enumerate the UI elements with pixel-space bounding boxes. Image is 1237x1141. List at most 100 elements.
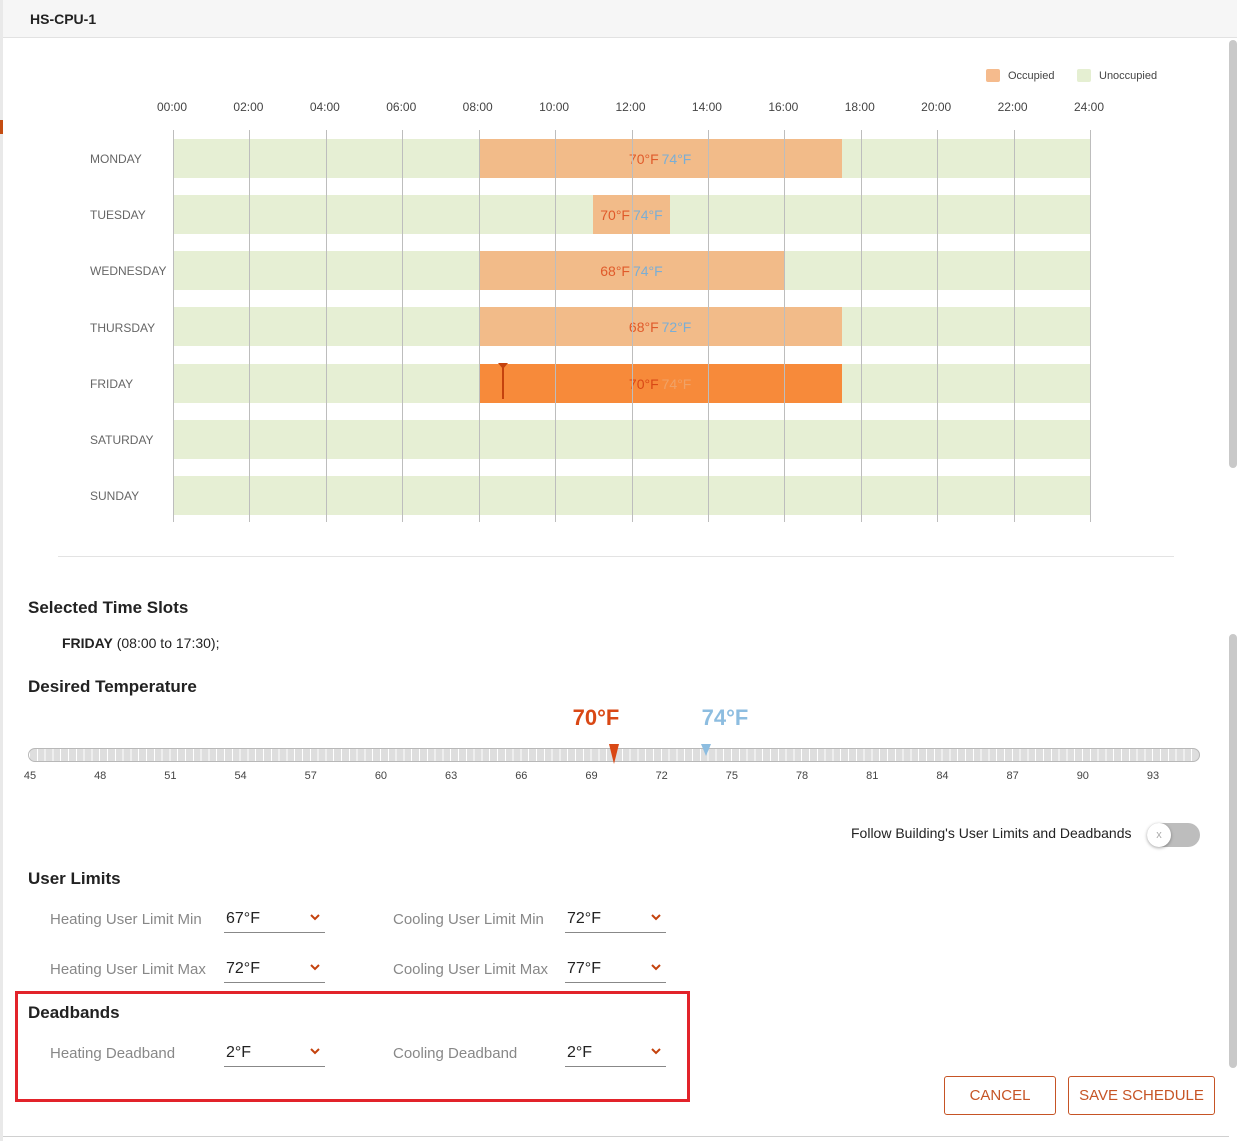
hour-gridline xyxy=(326,130,327,522)
temperature-tick-label: 48 xyxy=(94,770,107,782)
time-slot[interactable]: 68°F 72°F xyxy=(478,307,842,346)
chevron-down-icon xyxy=(310,1048,320,1055)
hour-gridline xyxy=(708,130,709,522)
temperature-tick-label: 54 xyxy=(234,770,247,782)
day-label: FRIDAY xyxy=(90,377,134,391)
hour-label: 20:00 xyxy=(921,100,952,114)
heating-deadband-select[interactable]: 2°F xyxy=(224,1041,325,1067)
legend-unoccupied-label: Unoccupied xyxy=(1099,69,1158,82)
cooling-deadband-label: Cooling Deadband xyxy=(393,1045,518,1062)
cooling-min-select[interactable]: 72°F xyxy=(565,907,666,933)
temperature-tick-label: 57 xyxy=(304,770,317,782)
selected-time-slot[interactable]: 70°F 74°F xyxy=(478,363,842,403)
slot-heat-setpoint: 68°F xyxy=(628,318,659,335)
selected-slot-range: (08:00 to 17:30); xyxy=(112,635,220,651)
unoccupied-swatch xyxy=(1077,69,1091,82)
chevron-down-icon xyxy=(651,964,661,971)
heating-min-select[interactable]: 67°F xyxy=(224,907,325,933)
slot-heat-setpoint: 70°F xyxy=(628,150,659,167)
temperature-tick-label: 87 xyxy=(1006,770,1019,782)
follow-building-label: Follow Building's User Limits and Deadba… xyxy=(851,825,1132,841)
day-label: MONDAY xyxy=(90,152,142,166)
user-limits-title: User Limits xyxy=(28,869,121,888)
scrollbar-thumb-bottom[interactable] xyxy=(1229,634,1237,1068)
hour-gridline xyxy=(555,130,556,522)
slot-cool-setpoint: 74°F xyxy=(632,206,663,223)
temperature-tick-label: 69 xyxy=(585,770,598,782)
cooling-setpoint-readout: 74°F xyxy=(701,705,749,730)
toggle-x-icon: x xyxy=(1156,829,1162,841)
hour-label: 18:00 xyxy=(844,100,875,114)
legend-occupied: Occupied xyxy=(986,69,1054,82)
slot-cool-setpoint: 72°F xyxy=(661,318,692,335)
background-accent-mark xyxy=(0,120,3,134)
heating-max-value: 72°F xyxy=(226,960,260,977)
temperature-tick-label: 84 xyxy=(936,770,949,782)
hour-gridline xyxy=(249,130,250,522)
hour-label: 06:00 xyxy=(386,100,417,114)
day-label: SUNDAY xyxy=(90,489,140,503)
slot-heat-setpoint: 70°F xyxy=(628,375,659,392)
occupied-swatch xyxy=(986,69,1000,82)
temperature-tick-label: 90 xyxy=(1076,770,1089,782)
time-slot[interactable]: 70°F 74°F xyxy=(593,195,670,234)
time-slot[interactable]: 70°F 74°F xyxy=(478,139,842,178)
hour-gridline xyxy=(1090,130,1091,522)
heating-slider-handle[interactable] xyxy=(609,744,619,764)
heating-setpoint-readout: 70°F xyxy=(572,705,620,730)
background-page-strip xyxy=(0,0,3,1141)
day-label: THURSDAY xyxy=(90,321,156,335)
cooling-max-select[interactable]: 77°F xyxy=(565,957,666,983)
cooling-slider-handle[interactable] xyxy=(701,744,711,756)
dialog-title: HS-CPU-1 xyxy=(30,11,97,27)
slot-heat-setpoint: 70°F xyxy=(600,206,630,223)
cooling-deadband-value: 2°F xyxy=(567,1044,593,1061)
chevron-down-icon xyxy=(310,914,320,921)
chevron-down-icon xyxy=(310,964,320,971)
slot-resize-handle[interactable] xyxy=(497,363,508,399)
temperature-tick-label: 63 xyxy=(445,770,458,782)
follow-building-toggle[interactable]: x xyxy=(1147,823,1200,847)
section-divider xyxy=(58,556,1174,557)
cancel-button[interactable]: CANCEL xyxy=(944,1076,1056,1115)
heating-deadband-label: Heating Deadband xyxy=(50,1045,176,1062)
dialog-header: HS-CPU-1 xyxy=(3,0,1237,38)
temperature-tick-label: 72 xyxy=(655,770,668,782)
heating-max-label: Heating User Limit Max xyxy=(50,961,206,978)
heating-max-select[interactable]: 72°F xyxy=(224,957,325,983)
temperature-tick-label: 78 xyxy=(795,770,809,782)
temperature-tick-label: 45 xyxy=(23,770,37,782)
hour-gridline xyxy=(479,130,480,522)
hour-label: 10:00 xyxy=(539,100,570,114)
save-schedule-button[interactable]: SAVE SCHEDULE xyxy=(1068,1076,1215,1115)
slot-cool-setpoint: 74°F xyxy=(661,150,692,167)
cooling-max-value: 77°F xyxy=(567,960,601,977)
slot-cool-setpoint: 74°F xyxy=(632,262,663,279)
hour-label: 24:00 xyxy=(1073,100,1105,114)
scrollbar-thumb-top[interactable] xyxy=(1229,40,1237,468)
cooling-min-label: Cooling User Limit Min xyxy=(393,911,544,928)
slot-heat-setpoint: 68°F xyxy=(600,262,630,279)
toggle-knob[interactable]: x xyxy=(1147,823,1171,847)
cooling-deadband-select[interactable]: 2°F xyxy=(565,1041,666,1067)
desired-temperature-title: Desired Temperature xyxy=(28,677,197,696)
day-label: TUESDAY xyxy=(90,208,146,222)
selected-slot-day: FRIDAY xyxy=(62,635,113,651)
hour-label: 22:00 xyxy=(997,100,1028,114)
chevron-down-icon xyxy=(651,1048,661,1055)
temperature-tick-label: 66 xyxy=(515,770,528,782)
heating-min-label: Heating User Limit Min xyxy=(50,911,202,928)
time-slot[interactable]: 68°F 74°F xyxy=(478,251,785,290)
heating-deadband-value: 2°F xyxy=(226,1044,252,1061)
hour-gridline xyxy=(861,130,862,522)
hour-gridline xyxy=(402,130,403,522)
selected-slots-text: FRIDAY (08:00 to 17:30); xyxy=(62,635,219,651)
hour-label: 08:00 xyxy=(462,100,493,114)
hour-label: 16:00 xyxy=(768,100,799,114)
cooling-min-value: 72°F xyxy=(567,910,601,927)
hour-gridline xyxy=(937,130,938,522)
heating-min-value: 67°F xyxy=(226,910,260,927)
temperature-tick-label: 75 xyxy=(725,770,738,782)
dialog-bottom-border xyxy=(3,1136,1229,1137)
legend-unoccupied: Unoccupied xyxy=(1077,69,1157,82)
